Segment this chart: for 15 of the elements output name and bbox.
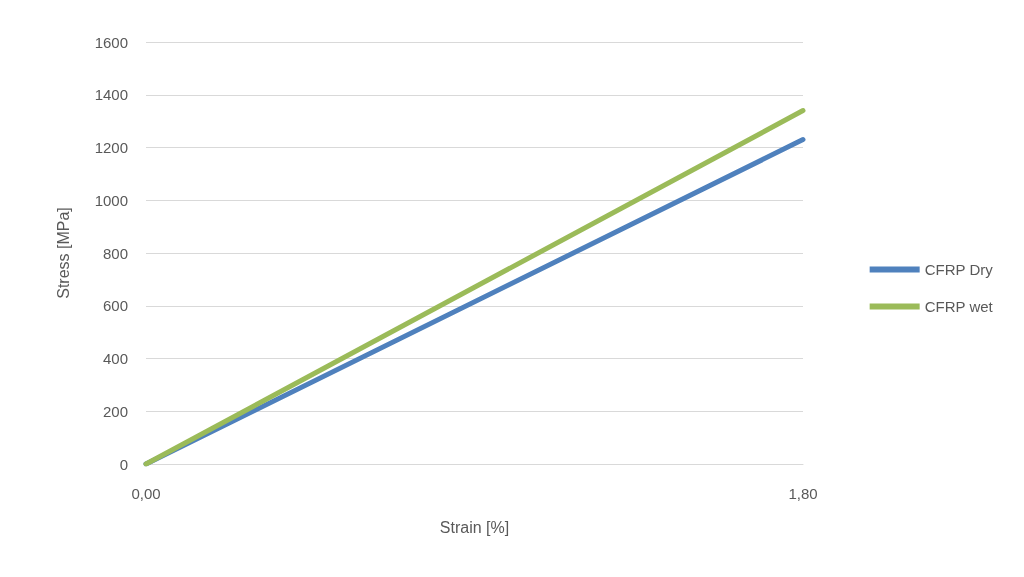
- y-tick-label: 1200: [94, 139, 128, 156]
- x-tick-label: 0,00: [131, 485, 161, 502]
- y-tick-label: 0: [119, 455, 128, 473]
- y-tick-label: 600: [102, 297, 128, 315]
- y-axis-title: Stress [MPa]: [54, 207, 72, 299]
- legend-label: CFRP Dry: [924, 261, 994, 278]
- y-tick-label: 1400: [94, 86, 128, 104]
- y-tick-label: 800: [102, 244, 128, 262]
- legend-label: CFRP wet: [924, 298, 994, 315]
- y-tick-label: 400: [102, 350, 128, 367]
- y-tick-label: 200: [102, 402, 128, 420]
- x-tick-label: 1,80: [788, 485, 818, 502]
- y-tick-label: 1000: [94, 191, 128, 209]
- x-axis-title: Strain [%]: [439, 518, 510, 536]
- y-tick-label: 1600: [94, 33, 128, 51]
